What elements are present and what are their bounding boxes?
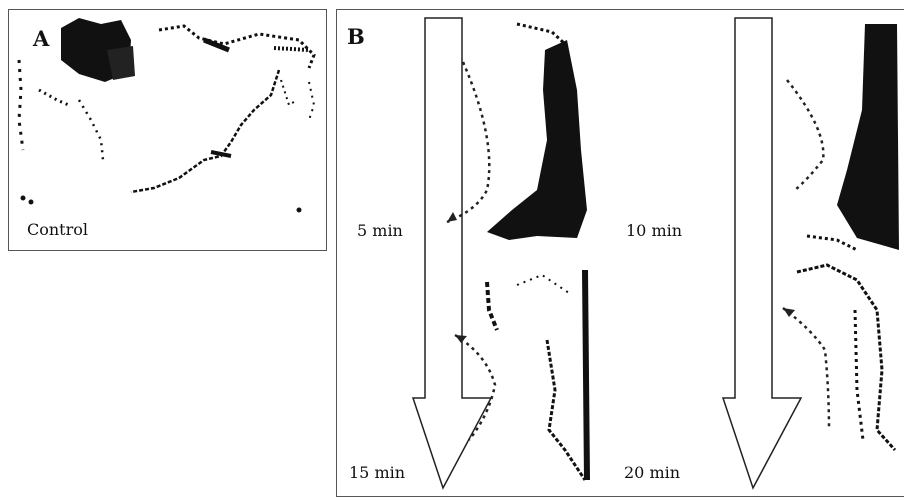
panel-a-letter: A: [33, 26, 50, 51]
time-label-20-min: 20 min: [624, 463, 681, 482]
time-arrow-right: [721, 17, 803, 490]
panel-b-time-series: B 5 min 10 min 15 min 20 min: [336, 9, 904, 497]
panel-b-graphics: [411, 17, 899, 490]
panel-b-letter: B: [347, 24, 365, 49]
time-label-15-min: 15 min: [349, 463, 406, 482]
panel-a-control: A Control: [8, 9, 327, 251]
time-label-10-min: 10 min: [626, 221, 683, 240]
time-label-5-min: 5 min: [357, 221, 403, 240]
panel-a-condition-label: Control: [27, 220, 89, 239]
time-arrow-left: [411, 17, 493, 490]
panel-a-micrograph: [17, 18, 316, 213]
